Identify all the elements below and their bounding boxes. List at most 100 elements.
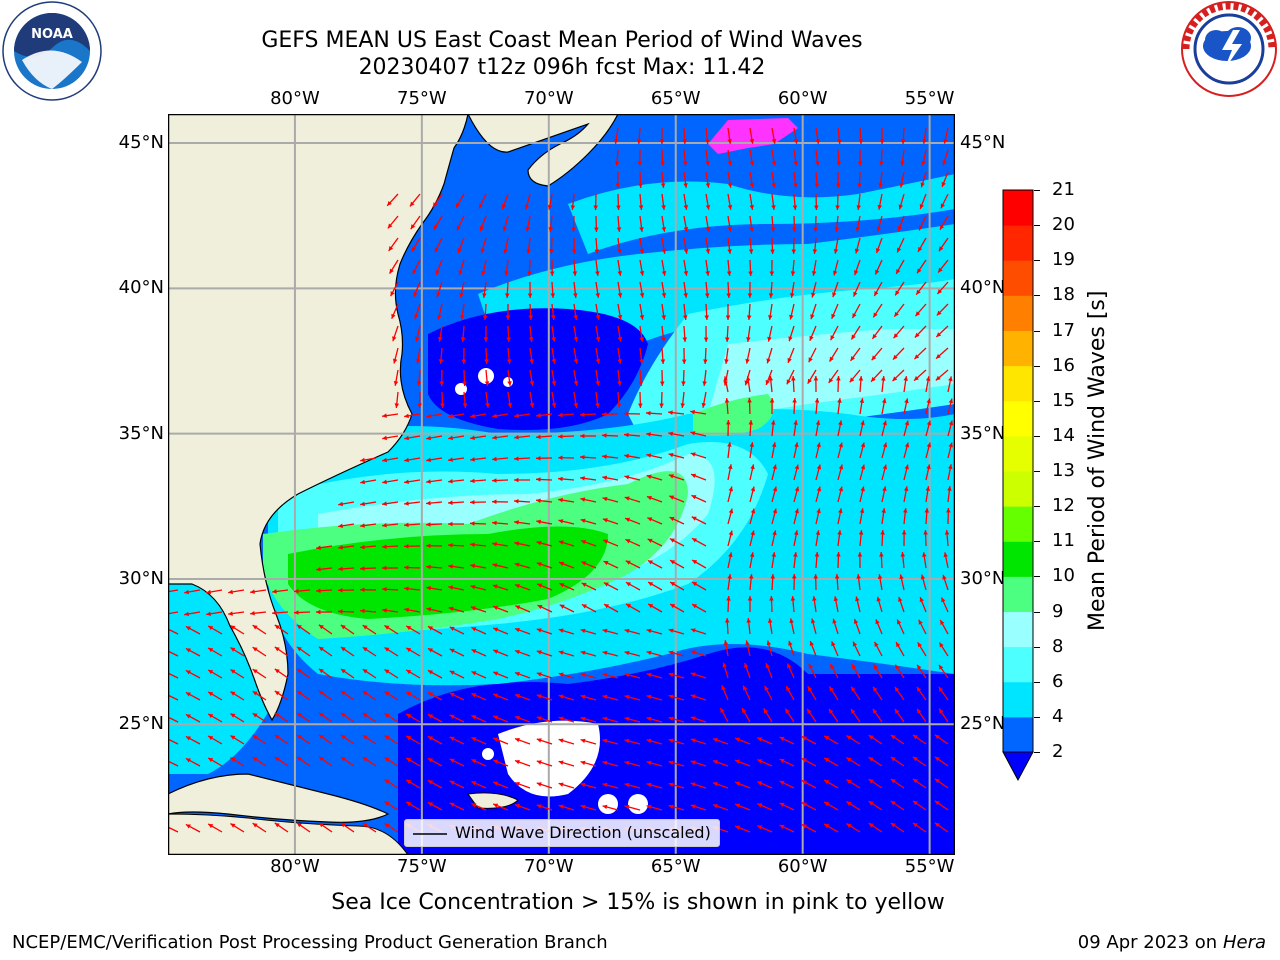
direction-arrowhead	[638, 403, 643, 408]
direction-arrowhead	[602, 433, 607, 438]
direction-arrowhead	[854, 248, 860, 254]
colorbar-segment	[1003, 576, 1033, 612]
direction-arrowhead	[787, 357, 792, 363]
direction-arrowhead	[814, 205, 819, 210]
direction-arrowhead	[558, 434, 563, 439]
direction-arrowhead	[924, 508, 930, 513]
direction-arrowhead	[811, 271, 817, 276]
colorbar-tick-label: 12	[1052, 495, 1075, 517]
colorbar-tick-mark	[1034, 576, 1040, 578]
direction-arrowhead	[449, 648, 455, 653]
direction-arrowhead	[875, 248, 881, 254]
direction-arrowhead	[681, 381, 686, 386]
direction-arrowhead	[252, 823, 258, 828]
direction-arrowhead	[942, 160, 947, 166]
direction-arrowhead	[701, 402, 707, 408]
direction-arrowhead	[274, 712, 280, 718]
direction-arrowhead	[185, 648, 191, 653]
direction-arrowhead	[659, 381, 665, 386]
direction-arrowhead	[514, 477, 519, 483]
direction-arrowhead	[536, 413, 541, 418]
direction-arrowhead	[603, 539, 609, 544]
lat-tick-label: 25°N	[118, 713, 164, 735]
direction-arrowhead	[727, 161, 733, 166]
direction-arrowhead	[274, 822, 280, 828]
lon-tick-label: 70°W	[523, 88, 574, 109]
direction-arrowhead	[681, 359, 687, 364]
direction-arrowhead	[904, 442, 910, 448]
colorbar-tick-mark	[1034, 365, 1040, 367]
direction-arrowhead	[916, 708, 922, 714]
colorbar-segment	[1003, 400, 1033, 437]
direction-arrowhead	[340, 624, 346, 630]
colorbar-segment	[1003, 541, 1033, 577]
direction-arrowhead	[816, 442, 821, 448]
direction-arrowhead	[724, 359, 729, 364]
direction-arrowhead	[573, 358, 579, 364]
direction-arrowhead	[449, 736, 455, 741]
direction-arrowhead	[894, 708, 900, 714]
colorbar-label: Mean Period of Wind Waves [s]	[1085, 290, 1110, 631]
direction-arrowhead	[941, 597, 946, 603]
direction-arrowhead	[912, 822, 918, 828]
direction-arrowhead	[916, 686, 922, 692]
colorbar-tick-label: 19	[1052, 249, 1075, 271]
colorbar-tick-mark	[1034, 400, 1040, 402]
direction-arrowhead	[624, 694, 630, 700]
direction-arrowhead	[184, 589, 190, 595]
direction-arrowhead	[318, 624, 324, 630]
direction-arrowhead	[746, 376, 751, 381]
direction-arrowhead	[470, 521, 475, 526]
direction-arrowhead	[940, 619, 945, 625]
direction-arrowhead	[594, 249, 600, 254]
direction-arrowhead	[868, 757, 874, 762]
direction-arrowhead	[824, 735, 830, 741]
direction-arrowhead	[228, 611, 233, 616]
direction-arrowhead	[471, 781, 477, 786]
direction-arrowhead	[524, 204, 530, 210]
direction-arrowhead	[668, 452, 674, 458]
direction-arrowhead	[449, 670, 455, 675]
direction-arrowhead	[384, 801, 390, 806]
direction-arrowhead	[682, 139, 687, 144]
colorbar-segment	[1003, 611, 1033, 648]
direction-arrowhead	[936, 353, 941, 359]
land-cuba	[168, 773, 390, 823]
direction-arrowhead	[537, 605, 543, 610]
direction-arrowhead	[384, 647, 390, 652]
direction-arrowhead	[854, 270, 859, 276]
direction-arrowhead	[434, 247, 439, 253]
direction-arrowhead	[595, 336, 601, 342]
direction-arrowhead	[448, 500, 453, 505]
direction-arrowhead	[833, 248, 839, 254]
direction-arrowhead	[723, 376, 728, 382]
direction-arrowhead	[525, 226, 531, 232]
direction-arrowhead	[692, 604, 698, 609]
lon-tick-label: 65°W	[650, 88, 701, 109]
direction-arrowhead	[580, 497, 586, 502]
direction-arrowhead	[948, 420, 954, 426]
colorbar-tick-mark	[1034, 752, 1040, 753]
direction-arrowhead	[409, 201, 415, 207]
chart-title: GEFS MEAN US East Coast Mean Period of W…	[261, 28, 863, 53]
direction-arrowhead	[536, 455, 541, 461]
direction-arrowhead	[581, 561, 587, 566]
direction-arrowhead	[460, 337, 466, 342]
direction-arrowhead	[602, 475, 608, 481]
direction-arrowhead	[617, 292, 623, 298]
direction-arrowhead	[745, 358, 750, 364]
direction-arrowhead	[493, 759, 499, 764]
direction-arrowhead	[705, 161, 710, 166]
direction-arrowhead	[727, 139, 732, 144]
direction-arrowhead	[626, 604, 632, 609]
direction-arrow	[168, 716, 179, 723]
direction-arrowhead	[230, 625, 236, 630]
direction-arrowhead	[816, 464, 822, 470]
direction-arrowhead	[834, 227, 840, 232]
direction-arrowhead	[890, 756, 896, 762]
direction-arrowhead	[362, 757, 368, 762]
direction-arrowhead	[458, 270, 463, 276]
direction-arrowhead	[743, 685, 748, 691]
direction-arrowhead	[514, 781, 520, 787]
direction-arrowhead	[934, 800, 940, 806]
